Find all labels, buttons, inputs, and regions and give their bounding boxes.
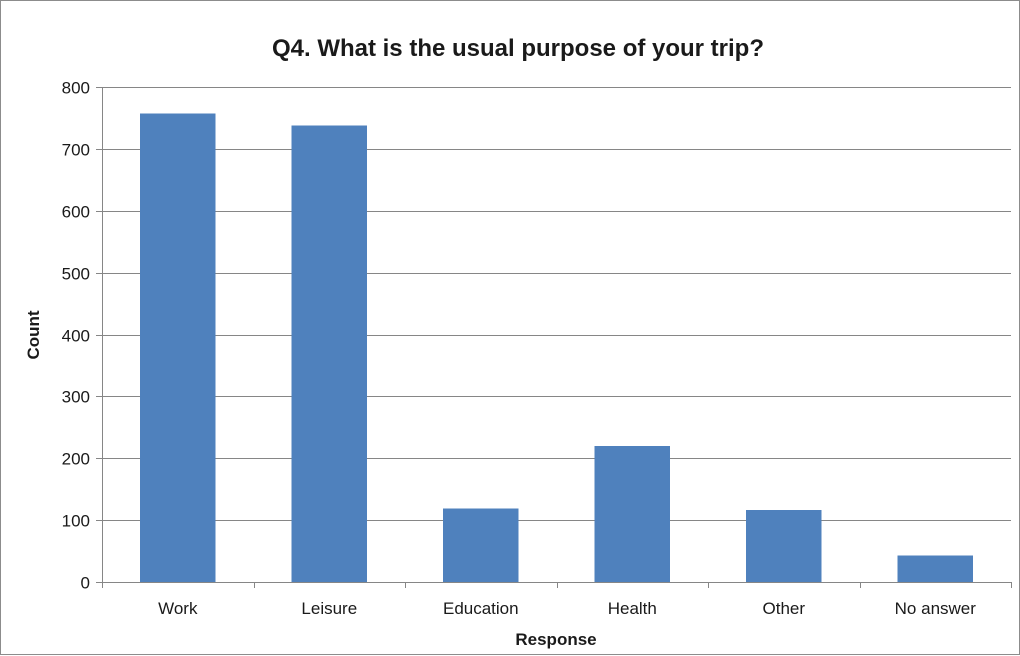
chart-title: Q4. What is the usual purpose of your tr…: [272, 35, 764, 62]
y-tick-labels: 0 100 200 300 400 500 600 700 800: [62, 79, 90, 593]
bars: [139, 113, 974, 583]
y-tick-label: 0: [81, 574, 90, 593]
x-tick-labels: Work Leisure Education Health Other No answer: [158, 599, 976, 618]
y-tick-label: 400: [62, 327, 90, 346]
y-tick-label: 600: [62, 203, 90, 222]
y-tick-label: 200: [62, 450, 90, 469]
x-tick-label: Education: [443, 599, 519, 618]
x-axis-title: Response: [515, 630, 596, 649]
y-tick-label: 300: [62, 388, 90, 407]
bar-no-answer: [897, 555, 974, 582]
y-tick-label: 800: [62, 79, 90, 98]
y-axis-title: Count: [24, 310, 43, 359]
x-tick-label: Other: [763, 599, 806, 618]
y-tick-label: 500: [62, 265, 90, 284]
x-tick-label: Work: [158, 599, 198, 618]
bar-health: [594, 445, 671, 582]
bar-leisure: [291, 125, 368, 583]
bar-work: [139, 113, 216, 582]
x-tick-label: No answer: [895, 599, 977, 618]
bar-other: [745, 510, 822, 582]
gridlines: [102, 87, 1011, 521]
y-tick-label: 700: [62, 141, 90, 160]
x-tick-label: Leisure: [301, 599, 357, 618]
bar-education: [442, 508, 519, 582]
axes: [96, 87, 1012, 588]
y-tick-label: 100: [62, 512, 90, 531]
x-tick-label: Health: [608, 599, 657, 618]
